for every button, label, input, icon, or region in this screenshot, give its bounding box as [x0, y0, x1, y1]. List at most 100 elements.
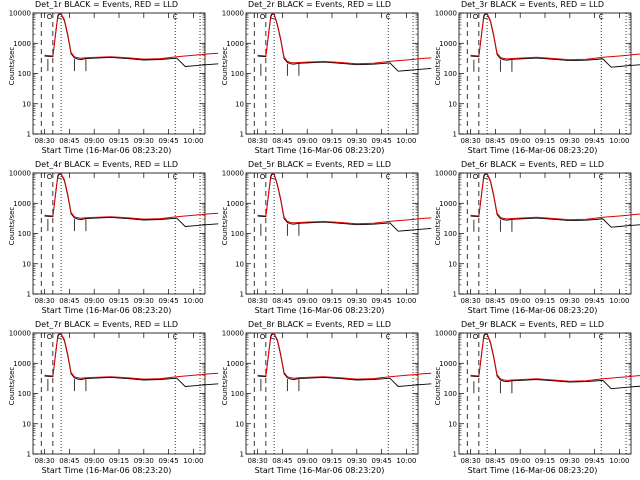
y-tick-label: 10000	[9, 10, 31, 18]
lld-series-line	[257, 12, 432, 65]
marker-label: O	[47, 333, 53, 341]
x-tick-label: 08:30	[34, 457, 54, 465]
lld-series-line	[470, 332, 640, 382]
plot-frame	[458, 172, 632, 295]
y-tick-label: 1	[27, 291, 31, 299]
y-tick-label: 10000	[435, 170, 457, 178]
x-tick-label: 09:30	[134, 137, 154, 145]
marker-label: O	[473, 173, 479, 181]
x-tick-label: 08:30	[460, 137, 480, 145]
y-tick-label: 1000	[226, 200, 244, 208]
marker-label: O	[260, 333, 266, 341]
y-tick-label: 100	[231, 70, 244, 78]
y-tick-label: 100	[444, 390, 457, 398]
x-tick-label: 08:45	[59, 137, 79, 145]
marker-label: O	[47, 13, 53, 21]
x-tick-label: 09:45	[159, 137, 179, 145]
y-tick-label: 100	[444, 70, 457, 78]
y-tick-label: 10000	[222, 170, 244, 178]
detector-panel-1: Det_1r BLACK = Events, RED = LLD Start Ti…	[0, 0, 219, 160]
detector-panel-5: Det_5r BLACK = Events, RED = LLD Start Ti…	[213, 160, 432, 320]
y-tick-label: 100	[18, 70, 31, 78]
chart-svg: 1 10 100 1000 10000 08:30 08:45 09:00 09:15 09:30…	[9, 10, 219, 145]
y-tick-label: 1	[453, 451, 457, 459]
x-tick-label: 09:15	[322, 137, 342, 145]
x-axis-label: Start Time (16-Mar-06 08:23:20)	[467, 466, 598, 475]
x-tick-label: 09:30	[560, 137, 580, 145]
x-tick-label: 09:15	[109, 297, 129, 305]
x-tick-label: 09:15	[535, 137, 555, 145]
lld-series-line	[470, 172, 640, 221]
x-tick-label: 08:45	[272, 457, 292, 465]
x-tick-label: 09:15	[322, 297, 342, 305]
x-axis-label: Start Time (16-Mar-06 08:23:20)	[254, 146, 385, 155]
x-tick-label: 08:45	[485, 297, 505, 305]
chart-title: Det_6r BLACK = Events, RED = LLD	[460, 160, 605, 169]
x-tick-label: 08:30	[460, 297, 480, 305]
y-tick-label: 1	[453, 131, 457, 139]
x-axis-label: Start Time (16-Mar-06 08:23:20)	[467, 146, 598, 155]
x-tick-label: 10:00	[609, 297, 629, 305]
plot-frame	[245, 12, 419, 135]
y-tick-label: 100	[231, 230, 244, 238]
x-tick-label: 09:30	[347, 457, 367, 465]
plot-frame	[32, 332, 206, 455]
y-tick-label: 1000	[439, 200, 457, 208]
x-tick-label: 09:00	[84, 457, 104, 465]
lld-series-line	[44, 332, 219, 380]
detector-panel-7: Det_7r BLACK = Events, RED = LLD Start Ti…	[0, 320, 219, 480]
marker-label: C	[386, 333, 391, 341]
x-tick-label: 09:30	[134, 457, 154, 465]
chart-svg: 1 10 100 1000 10000 08:30 08:45 09:00 09:15 09:30…	[9, 330, 219, 465]
y-tick-label: 100	[18, 230, 31, 238]
marker-label: C	[57, 173, 62, 181]
x-tick-label: 09:45	[159, 457, 179, 465]
plot-frame	[32, 12, 206, 135]
y-tick-label: 1000	[13, 360, 31, 368]
x-tick-label: 08:45	[485, 457, 505, 465]
y-tick-label: 1000	[13, 200, 31, 208]
x-axis-label: Start Time (16-Mar-06 08:23:20)	[41, 306, 172, 315]
x-tick-label: 09:00	[84, 297, 104, 305]
x-axis-label: Start Time (16-Mar-06 08:23:20)	[254, 306, 385, 315]
marker-label: O	[260, 13, 266, 21]
y-tick-label: 1	[453, 291, 457, 299]
x-tick-label: 08:30	[247, 297, 267, 305]
x-tick-label: 09:30	[347, 297, 367, 305]
x-axis-label: Start Time (16-Mar-06 08:23:20)	[467, 306, 598, 315]
x-tick-label: 10:00	[183, 297, 203, 305]
x-tick-label: 10:00	[183, 457, 203, 465]
x-tick-label: 08:45	[272, 137, 292, 145]
x-tick-label: 08:30	[460, 457, 480, 465]
x-tick-label: 10:00	[609, 457, 629, 465]
lld-series-line	[470, 12, 640, 61]
y-tick-label: 10000	[435, 10, 457, 18]
chart-svg: 1 10 100 1000 10000 08:30 08:45 09:00 09:15 09:30…	[222, 330, 432, 465]
chart-title: Det_5r BLACK = Events, RED = LLD	[247, 160, 392, 169]
chart-title: Det_9r BLACK = Events, RED = LLD	[460, 320, 605, 329]
plot-frame	[458, 332, 632, 455]
chart-title: Det_2r BLACK = Events, RED = LLD	[247, 0, 392, 9]
y-tick-label: 1000	[226, 360, 244, 368]
chart-title: Det_4r BLACK = Events, RED = LLD	[34, 160, 179, 169]
x-tick-label: 09:30	[347, 137, 367, 145]
marker-label: O	[47, 173, 53, 181]
y-tick-label: 10	[448, 100, 457, 108]
marker-label: C	[386, 173, 391, 181]
y-tick-label: 10	[22, 260, 31, 268]
x-tick-label: 08:30	[247, 457, 267, 465]
y-tick-label: 10000	[222, 330, 244, 338]
y-tick-label: 10	[22, 420, 31, 428]
y-tick-label: 1	[240, 451, 244, 459]
x-tick-label: 08:45	[485, 137, 505, 145]
x-tick-label: 09:30	[560, 297, 580, 305]
x-tick-label: 10:00	[609, 137, 629, 145]
x-tick-label: 08:45	[59, 457, 79, 465]
y-tick-label: 1000	[439, 360, 457, 368]
x-tick-label: 08:30	[247, 137, 267, 145]
y-tick-label: 1	[27, 451, 31, 459]
x-tick-label: 09:00	[510, 297, 530, 305]
lld-series-line	[257, 332, 432, 380]
x-tick-label: 09:30	[560, 457, 580, 465]
